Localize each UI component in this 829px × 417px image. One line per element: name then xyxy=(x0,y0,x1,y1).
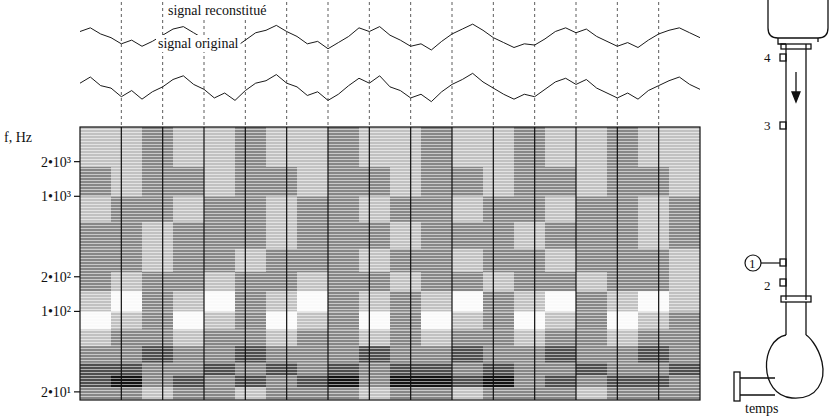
y-tick xyxy=(74,311,80,312)
grid-line xyxy=(534,2,535,125)
sensor xyxy=(780,54,786,61)
hatch xyxy=(80,127,700,400)
frame xyxy=(80,127,700,400)
grid-line xyxy=(451,127,452,400)
grid-line xyxy=(162,127,163,400)
grid-line xyxy=(617,127,618,400)
label-patch xyxy=(166,2,268,19)
sensor-label: 2 xyxy=(764,278,771,293)
lines xyxy=(80,24,700,101)
grid-line xyxy=(410,2,411,125)
grid-line xyxy=(121,2,122,125)
grid-line xyxy=(576,2,577,125)
signal-line xyxy=(80,73,700,101)
grid-line xyxy=(369,127,370,400)
leader xyxy=(761,262,780,263)
label-patch xyxy=(156,35,241,52)
grid-line xyxy=(575,127,576,400)
pipe-diagram xyxy=(734,0,828,401)
grid-line xyxy=(328,2,329,125)
grid-line xyxy=(204,2,205,125)
grid-line xyxy=(493,127,494,400)
y-tick-label: 2•10² xyxy=(41,270,71,285)
pump xyxy=(766,335,822,398)
grid-line xyxy=(286,2,287,125)
sensor xyxy=(780,259,786,266)
series-label: signal original xyxy=(156,35,241,52)
grid-line xyxy=(245,127,246,400)
pipe-wall xyxy=(785,302,786,335)
flange xyxy=(781,44,811,49)
grid-line xyxy=(534,127,535,400)
vessel-neck xyxy=(778,38,818,44)
y-tick-label: 2•10³ xyxy=(41,155,71,170)
grid-line xyxy=(658,2,659,125)
outlet-flange xyxy=(734,372,740,401)
grid-line xyxy=(327,127,328,400)
flange xyxy=(781,296,811,302)
series-name: signal original xyxy=(158,36,239,51)
y-tick xyxy=(74,161,80,162)
pipe-wall xyxy=(805,302,806,335)
sensor xyxy=(780,122,786,129)
y-tick xyxy=(74,391,80,392)
vessel xyxy=(768,0,828,38)
grid-line xyxy=(162,2,163,125)
grid-line xyxy=(658,127,659,400)
flow-arrow-head xyxy=(792,92,800,102)
y-tick-label: 1•10³ xyxy=(41,189,71,204)
y-tick xyxy=(74,276,80,277)
grid-line xyxy=(452,2,453,125)
grid-line xyxy=(369,2,370,125)
series-label: signal reconstitué xyxy=(166,2,268,19)
series-name: signal reconstitué xyxy=(168,3,266,18)
y-tick-label: 2•10¹ xyxy=(41,385,71,400)
sensor-circle xyxy=(745,255,761,271)
grid-line xyxy=(203,127,204,400)
grid-line xyxy=(121,127,122,400)
sensor-label: 3 xyxy=(764,118,771,133)
grid-line xyxy=(245,2,246,125)
cells xyxy=(80,127,700,400)
grid-line xyxy=(286,127,287,400)
grid-line xyxy=(493,2,494,125)
sensor-label: 1 xyxy=(749,256,756,271)
figure: signal reconstitué signal original 2•10¹ 1•… xyxy=(0,0,829,417)
y-axis-title: f, Hz xyxy=(4,130,32,145)
x-axis-title: temps xyxy=(745,401,778,416)
pipe-wall xyxy=(805,44,806,300)
y-tick xyxy=(74,196,80,197)
sensor-label: 4 xyxy=(764,50,771,65)
y-tick-label: 1•10² xyxy=(41,304,71,319)
outlet-pipe xyxy=(740,378,775,395)
grid-line xyxy=(617,2,618,125)
sensor xyxy=(780,279,786,286)
grid-line xyxy=(410,127,411,400)
